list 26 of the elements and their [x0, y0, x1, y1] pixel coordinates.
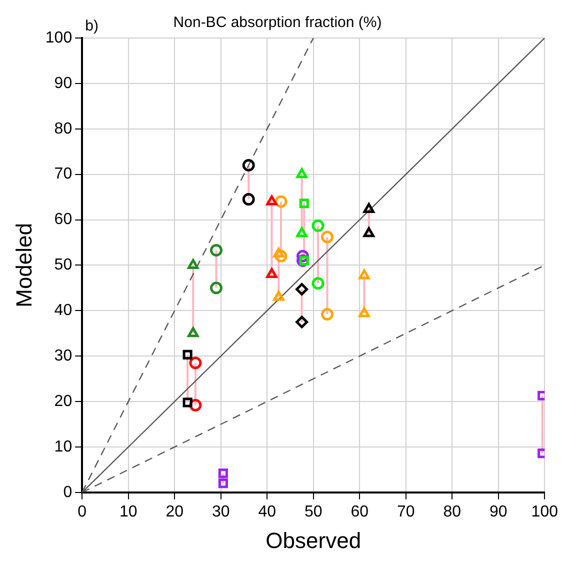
y-tick-label: 100: [45, 29, 72, 46]
x-tick-label: 60: [350, 503, 369, 520]
y-tick-label: 40: [54, 302, 72, 320]
text: b): [85, 18, 98, 35]
x-tick-label: 40: [258, 503, 276, 520]
x-axis-title: Observed: [266, 528, 362, 553]
x-tick-label: 100: [531, 503, 558, 520]
x-tick-label: 80: [443, 503, 462, 520]
y-tick-label: 70: [54, 166, 72, 183]
y-axis-title: Modeled: [11, 223, 36, 308]
x-tick-label: 90: [490, 503, 508, 520]
chart-title: Non-BC absorption fraction (%): [173, 14, 382, 32]
x-tick-label: 20: [166, 503, 184, 520]
y-tick-label: 30: [54, 347, 72, 364]
y-tick-label: 10: [54, 438, 72, 456]
y-tick-label: 60: [54, 211, 72, 228]
x-tick-label: 30: [212, 503, 230, 520]
y-tick-label: 0: [63, 484, 72, 501]
x-tick-label: 50: [304, 503, 322, 520]
y-tick-label: 50: [54, 256, 72, 274]
y-tick-label: 20: [54, 392, 72, 410]
x-tick-label: 70: [396, 503, 415, 520]
y-tick-label: 80: [54, 120, 72, 138]
y-tick-label: 90: [54, 74, 72, 92]
x-tick-label: 10: [119, 503, 138, 520]
x-tick-label: 0: [78, 503, 87, 520]
